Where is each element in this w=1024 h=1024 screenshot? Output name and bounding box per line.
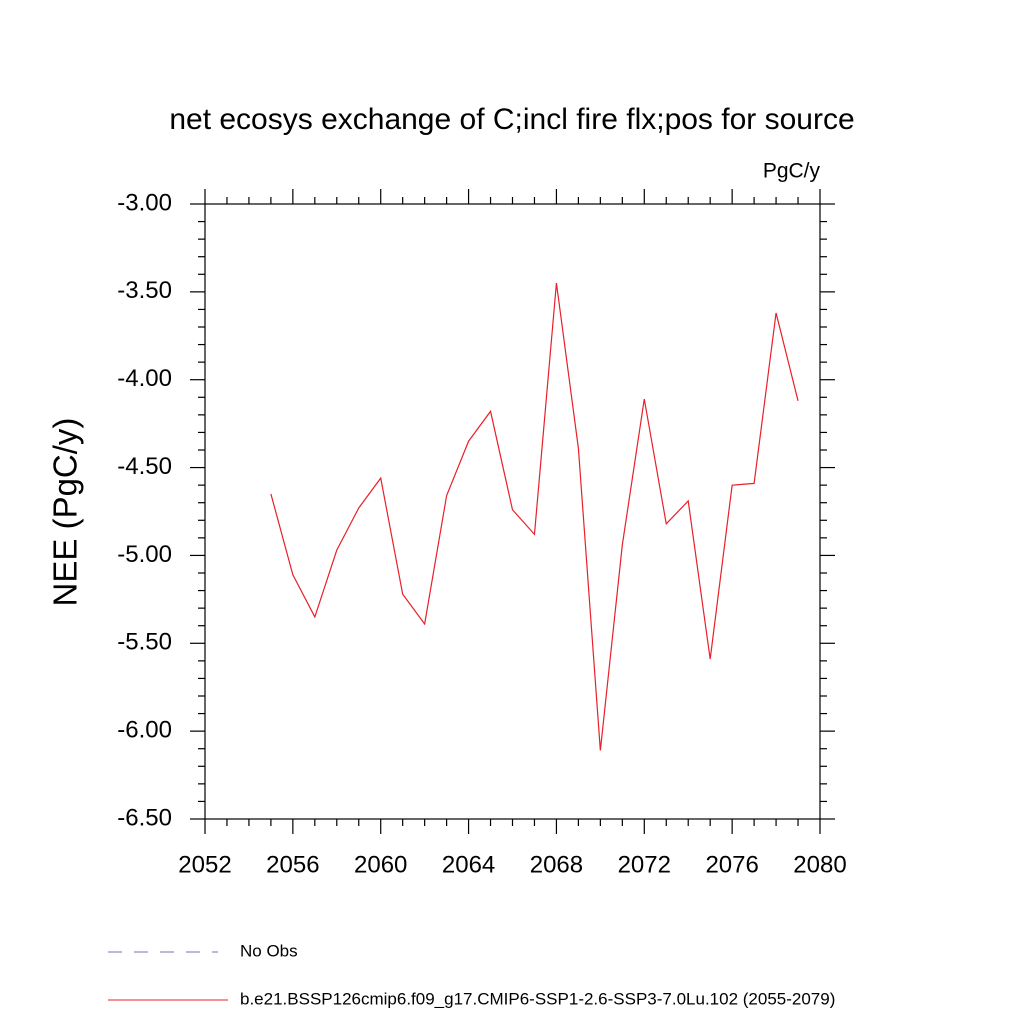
series-line	[270, 282, 799, 751]
y-tick-label: -3.00	[117, 189, 172, 216]
units-label: PgC/y	[763, 160, 821, 183]
y-tick-label: -4.00	[117, 365, 172, 392]
legend-label: b.e21.BSSP126cmip6.f09_g17.CMIP6-SSP1-2.…	[240, 989, 835, 1008]
y-tick-label: -3.50	[117, 277, 172, 304]
y-tick-label: -6.50	[117, 804, 172, 831]
x-tick-label: 2056	[266, 851, 319, 878]
x-tick-label: 2064	[442, 851, 495, 878]
x-tick-label: 2080	[793, 851, 846, 878]
legend-label: No Obs	[240, 941, 298, 960]
plot-frame	[204, 203, 821, 820]
y-tick-label: -5.00	[117, 541, 172, 568]
x-tick-label: 2076	[705, 851, 758, 878]
chart-title: net ecosys exchange of C;incl fire flx;p…	[169, 103, 854, 136]
x-tick-label: 2068	[530, 851, 583, 878]
y-tick-label: -6.00	[117, 716, 172, 743]
y-axis-label: NEE (PgC/y)	[47, 418, 84, 607]
x-tick-label: 2072	[618, 851, 671, 878]
x-tick-label: 2052	[178, 851, 231, 878]
x-tick-label: 2060	[354, 851, 407, 878]
y-tick-label: -4.50	[117, 453, 172, 480]
y-tick-label: -5.50	[117, 629, 172, 656]
